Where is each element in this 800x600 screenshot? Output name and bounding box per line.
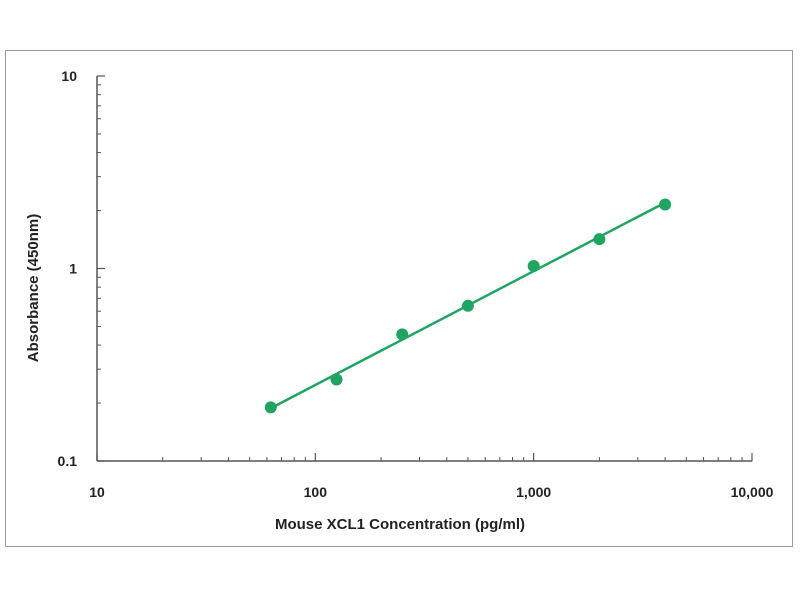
- x-ticks: 10 100 1,000 10,000: [89, 453, 774, 500]
- y-tick-label: 0.1: [58, 453, 78, 469]
- data-point: [396, 328, 409, 341]
- y-axis-label: Absorbance (450nm): [25, 214, 42, 362]
- x-tick-label: 100: [304, 484, 328, 500]
- x-tick-label: 1,000: [516, 484, 551, 500]
- data-point: [330, 373, 343, 386]
- x-tick-label: 10: [89, 484, 105, 500]
- y-tick-label: 1: [69, 261, 77, 277]
- y-tick-label: 10: [61, 68, 77, 84]
- axes: [96, 76, 752, 462]
- data-point: [527, 260, 540, 273]
- y-ticks: 0.1 1 10: [58, 68, 105, 469]
- data-point: [461, 299, 474, 312]
- data-points: [264, 198, 672, 414]
- data-point: [593, 233, 606, 246]
- x-axis-label: Mouse XCL1 Concentration (pg/ml): [275, 516, 525, 533]
- x-tick-label: 10,000: [731, 484, 774, 500]
- data-point: [264, 401, 277, 414]
- data-point: [659, 198, 672, 211]
- chart-frame: [5, 50, 793, 547]
